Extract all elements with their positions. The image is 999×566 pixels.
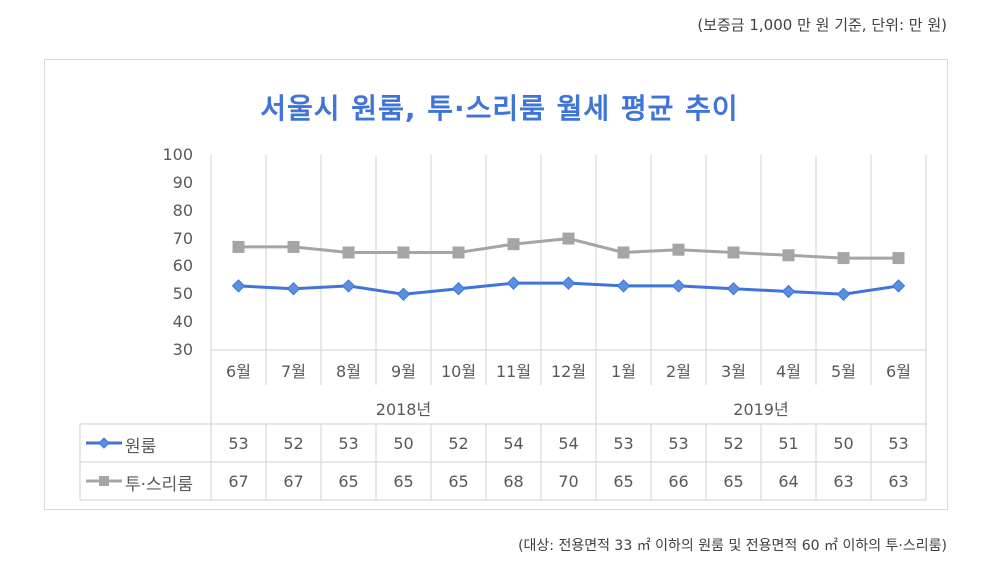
x-tick-label: 6월 bbox=[886, 362, 911, 381]
x-tick-label: 1월 bbox=[611, 362, 636, 381]
square-marker bbox=[507, 238, 520, 251]
square-marker bbox=[892, 252, 905, 265]
table-cell: 53 bbox=[228, 434, 249, 453]
table-cell: 63 bbox=[833, 472, 854, 491]
x-tick-label: 12월 bbox=[550, 362, 587, 381]
table-cell: 53 bbox=[613, 434, 634, 453]
table-cell: 65 bbox=[613, 472, 634, 491]
table-cell: 54 bbox=[503, 434, 524, 453]
table-cell: 65 bbox=[723, 472, 744, 491]
table-cell: 65 bbox=[448, 472, 469, 491]
table-cell: 51 bbox=[778, 434, 799, 453]
y-tick-label: 100 bbox=[162, 145, 193, 164]
x-tick-label: 6월 bbox=[226, 362, 251, 381]
diamond-marker bbox=[781, 284, 796, 299]
x-tick-label: 7월 bbox=[281, 362, 306, 381]
square-marker bbox=[837, 252, 850, 265]
table-cell: 66 bbox=[668, 472, 689, 491]
table-cell: 52 bbox=[283, 434, 304, 453]
y-tick-label: 90 bbox=[172, 172, 193, 192]
x-tick-label: 3월 bbox=[721, 362, 746, 381]
table-cell: 67 bbox=[283, 472, 304, 491]
square-marker bbox=[782, 249, 795, 262]
square-marker bbox=[342, 246, 355, 259]
table-cell: 67 bbox=[228, 472, 249, 491]
square-marker bbox=[287, 240, 300, 253]
table-cell: 52 bbox=[448, 434, 469, 453]
square-marker bbox=[397, 246, 410, 259]
diamond-marker bbox=[506, 276, 521, 290]
chart-frame bbox=[44, 59, 948, 510]
legend-square-icon bbox=[99, 476, 109, 486]
diamond-marker bbox=[341, 279, 356, 293]
diamond-marker bbox=[231, 279, 246, 293]
table-cell: 54 bbox=[558, 434, 579, 453]
y-tick-label: 70 bbox=[172, 228, 193, 248]
square-marker bbox=[452, 246, 465, 259]
legend-diamond-icon bbox=[98, 437, 110, 449]
y-tick-label: 40 bbox=[172, 312, 193, 332]
diamond-marker bbox=[616, 279, 631, 293]
diamond-marker bbox=[836, 287, 851, 301]
diamond-marker bbox=[726, 282, 741, 296]
x-tick-label: 11월 bbox=[495, 362, 532, 381]
square-marker bbox=[617, 246, 630, 259]
diamond-marker bbox=[561, 276, 576, 290]
unit-note: (보증금 1,000 만 원 기준, 단위: 만 원) bbox=[697, 16, 947, 34]
x-tick-label: 5월 bbox=[831, 362, 856, 381]
diamond-marker bbox=[451, 282, 466, 296]
diamond-marker bbox=[396, 287, 411, 301]
legend-label: 원룸 bbox=[125, 437, 157, 457]
x-tick-label: 9월 bbox=[391, 362, 416, 381]
table-cell: 65 bbox=[393, 472, 414, 491]
y-tick-label: 50 bbox=[172, 284, 193, 304]
x-tick-label: 10월 bbox=[440, 362, 477, 381]
table-cell: 64 bbox=[778, 472, 799, 491]
legend-label: 투·스리룸 bbox=[125, 475, 193, 495]
table-cell: 63 bbox=[888, 472, 909, 491]
table-cell: 53 bbox=[888, 434, 909, 453]
table-cell: 52 bbox=[723, 434, 744, 453]
x-tick-label: 8월 bbox=[336, 362, 361, 381]
y-tick-label: 30 bbox=[172, 340, 193, 359]
table-cell: 53 bbox=[668, 434, 689, 453]
year-label: 2018년 bbox=[375, 400, 432, 419]
table-cell: 50 bbox=[833, 434, 854, 453]
chart-title: 서울시 원룸, 투·스리룸 월세 평균 추이 bbox=[260, 92, 739, 125]
table-cell: 53 bbox=[338, 434, 359, 453]
table-cell: 50 bbox=[393, 434, 414, 453]
table-cell: 68 bbox=[503, 472, 524, 491]
square-marker bbox=[727, 246, 740, 259]
table-cell: 70 bbox=[558, 472, 579, 491]
y-tick-label: 60 bbox=[172, 256, 193, 276]
y-tick-label: 80 bbox=[172, 200, 193, 220]
diamond-marker bbox=[286, 282, 301, 296]
square-marker bbox=[232, 240, 245, 253]
diamond-marker bbox=[891, 279, 906, 293]
square-marker bbox=[562, 232, 575, 245]
diamond-marker bbox=[671, 279, 686, 293]
x-tick-label: 4월 bbox=[776, 362, 801, 381]
x-tick-label: 2월 bbox=[666, 362, 691, 381]
year-label: 2019년 bbox=[733, 400, 789, 419]
footnote: (대상: 전용면적 33 ㎡ 이하의 원룸 및 전용면적 60 ㎡ 이하의 투·… bbox=[518, 538, 947, 554]
square-marker bbox=[672, 243, 685, 256]
table-cell: 65 bbox=[338, 472, 359, 491]
